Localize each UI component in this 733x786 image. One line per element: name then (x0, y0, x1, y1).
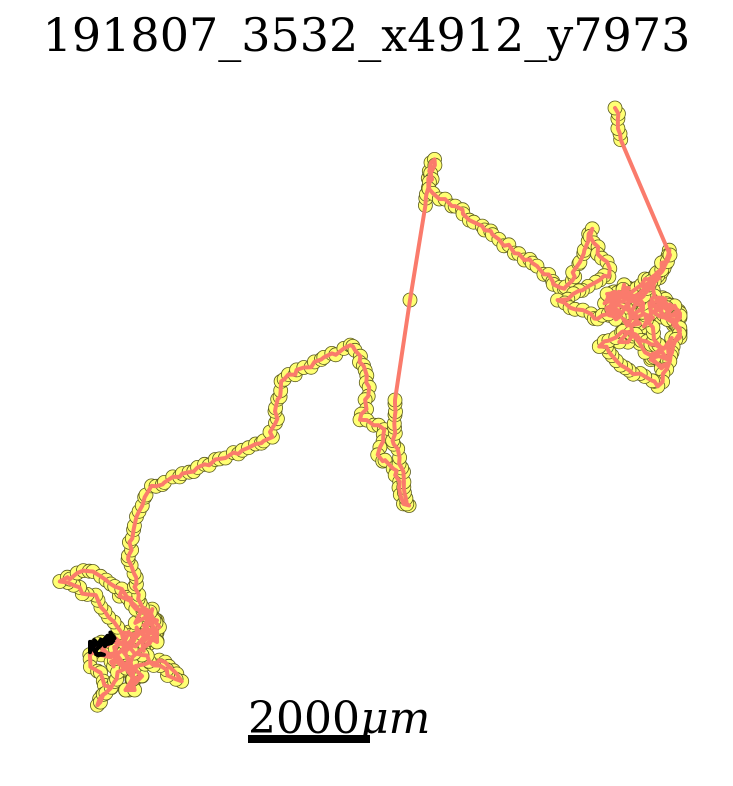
scale-bar-unit: μm (359, 693, 431, 744)
start-squiggle (88, 630, 117, 657)
cluster-path-top-right (602, 275, 682, 371)
trajectory-path (57, 106, 682, 708)
plot-title: 191807_3532_x4912_y7973 (42, 8, 691, 62)
scale-bar (248, 735, 370, 743)
main-path (57, 106, 682, 708)
start-cluster (88, 630, 117, 657)
cluster-path-bottom-left (99, 589, 159, 692)
